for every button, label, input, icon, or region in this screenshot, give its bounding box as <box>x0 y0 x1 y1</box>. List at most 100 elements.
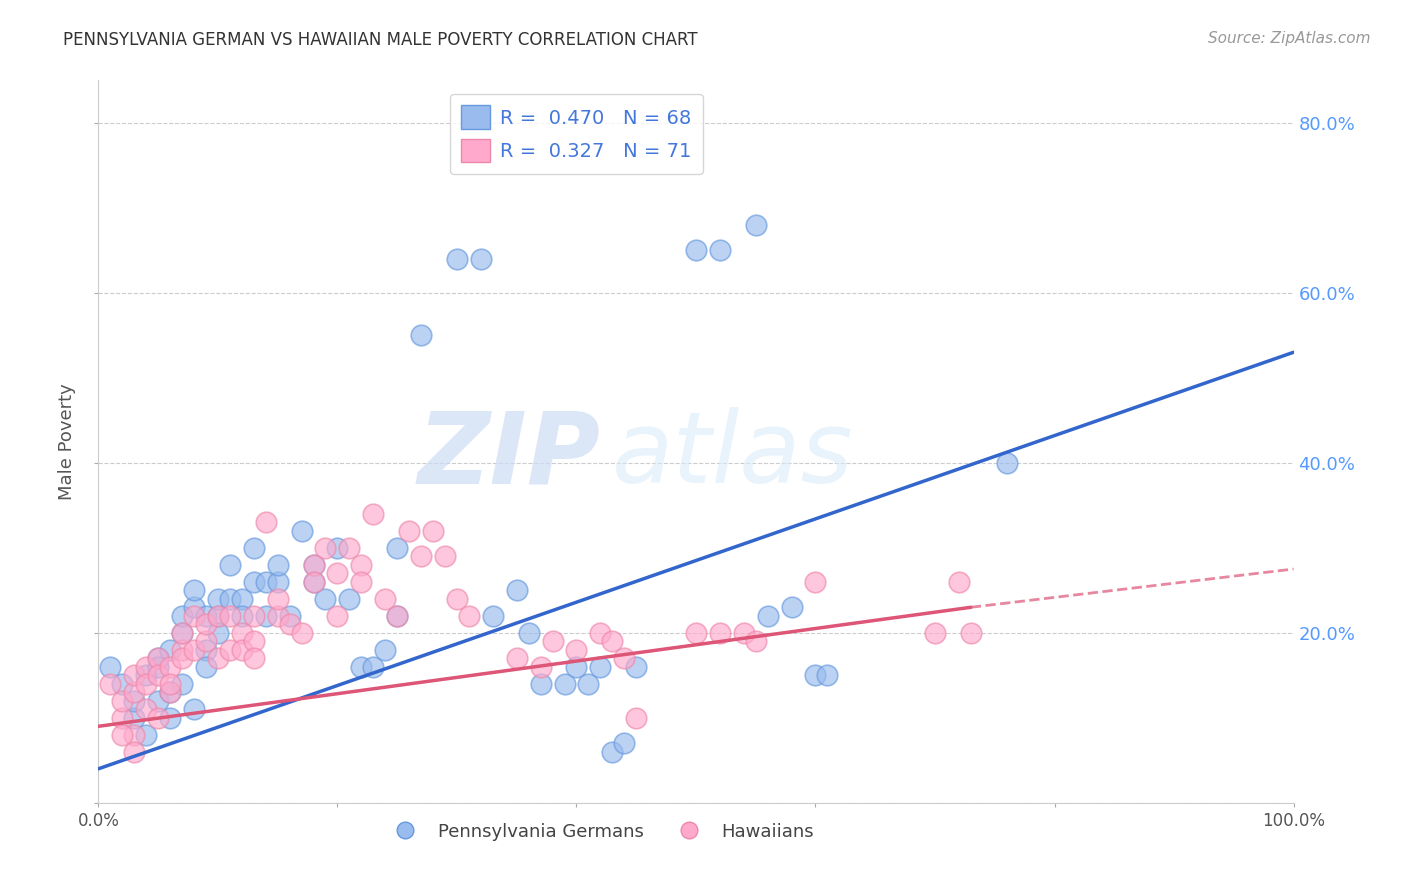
Point <box>948 574 970 589</box>
Point <box>243 634 266 648</box>
Point <box>124 711 146 725</box>
Point <box>243 608 266 623</box>
Point <box>159 685 181 699</box>
Point <box>183 642 205 657</box>
Point <box>446 591 468 606</box>
Point <box>254 516 277 530</box>
Point <box>219 642 242 657</box>
Point <box>780 600 803 615</box>
Point <box>159 642 181 657</box>
Point <box>602 745 624 759</box>
Point <box>207 608 229 623</box>
Point <box>315 591 337 606</box>
Point <box>231 625 253 640</box>
Point <box>589 625 612 640</box>
Point <box>613 736 636 750</box>
Point <box>124 745 146 759</box>
Point <box>602 634 624 648</box>
Point <box>995 456 1018 470</box>
Point <box>685 244 707 258</box>
Point <box>446 252 468 266</box>
Point <box>565 660 588 674</box>
Text: ZIP: ZIP <box>418 408 600 505</box>
Point <box>278 608 301 623</box>
Point <box>613 651 636 665</box>
Point <box>135 660 157 674</box>
Point <box>195 642 218 657</box>
Point <box>231 642 253 657</box>
Point <box>756 608 779 623</box>
Point <box>506 651 529 665</box>
Point <box>195 660 218 674</box>
Point <box>374 591 396 606</box>
Point <box>411 328 433 343</box>
Point <box>195 608 218 623</box>
Point <box>709 625 731 640</box>
Point <box>541 634 564 648</box>
Text: PENNSYLVANIA GERMAN VS HAWAIIAN MALE POVERTY CORRELATION CHART: PENNSYLVANIA GERMAN VS HAWAIIAN MALE POV… <box>63 31 697 49</box>
Point <box>385 541 409 555</box>
Point <box>434 549 457 564</box>
Point <box>350 558 373 572</box>
Point <box>302 558 325 572</box>
Point <box>339 591 361 606</box>
Point <box>385 608 409 623</box>
Point <box>302 558 325 572</box>
Point <box>470 252 492 266</box>
Point <box>159 677 181 691</box>
Point <box>326 608 349 623</box>
Point <box>135 668 157 682</box>
Point <box>111 728 134 742</box>
Point <box>135 677 157 691</box>
Point <box>183 608 205 623</box>
Point <box>267 608 290 623</box>
Point <box>219 608 242 623</box>
Point <box>207 608 229 623</box>
Point <box>267 574 290 589</box>
Point <box>363 660 385 674</box>
Point <box>458 608 481 623</box>
Point <box>339 541 361 555</box>
Point <box>172 625 194 640</box>
Point <box>363 507 385 521</box>
Point <box>124 694 146 708</box>
Point <box>530 660 553 674</box>
Point <box>172 642 194 657</box>
Point <box>254 608 277 623</box>
Point <box>159 711 181 725</box>
Point <box>517 625 540 640</box>
Point <box>254 574 277 589</box>
Point <box>148 651 170 665</box>
Point <box>148 694 170 708</box>
Point <box>195 617 218 632</box>
Text: Source: ZipAtlas.com: Source: ZipAtlas.com <box>1208 31 1371 46</box>
Point <box>554 677 576 691</box>
Point <box>589 660 612 674</box>
Point <box>183 600 205 615</box>
Point <box>326 566 349 581</box>
Point <box>315 541 337 555</box>
Point <box>195 634 218 648</box>
Point <box>231 591 253 606</box>
Point <box>183 702 205 716</box>
Point <box>960 625 983 640</box>
Point <box>111 711 134 725</box>
Point <box>626 711 648 725</box>
Point <box>685 625 707 640</box>
Point <box>350 574 373 589</box>
Point <box>98 660 122 674</box>
Point <box>422 524 444 538</box>
Point <box>411 549 433 564</box>
Point <box>481 608 505 623</box>
Point <box>124 668 146 682</box>
Point <box>243 574 266 589</box>
Point <box>124 728 146 742</box>
Point <box>148 660 170 674</box>
Point <box>291 625 314 640</box>
Point <box>278 617 301 632</box>
Point <box>124 685 146 699</box>
Point <box>172 608 194 623</box>
Point <box>745 634 768 648</box>
Point <box>207 591 229 606</box>
Point <box>626 660 648 674</box>
